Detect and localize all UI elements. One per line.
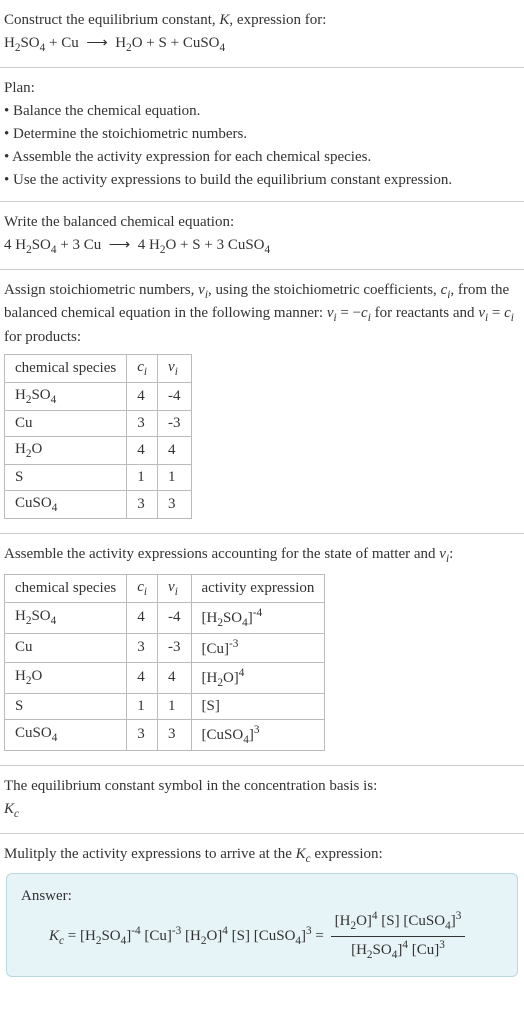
col-header: chemical species <box>5 574 127 602</box>
table-row: CuSO433[CuSO4]3 <box>5 719 325 750</box>
cell: Cu <box>5 411 127 437</box>
symbol-section: The equilibrium constant symbol in the c… <box>0 766 524 834</box>
symbol-line1: The equilibrium constant symbol in the c… <box>4 776 520 797</box>
cell: H2SO4 <box>5 383 127 411</box>
table-row: H2O44 <box>5 437 192 465</box>
table-row: Cu3-3[Cu]-3 <box>5 633 325 662</box>
cell: 4 <box>127 437 158 465</box>
balanced-title: Write the balanced chemical equation: <box>4 212 520 233</box>
col-header: activity expression <box>191 574 325 602</box>
table-row: CuSO433 <box>5 491 192 519</box>
cell: -4 <box>158 383 192 411</box>
cell: -3 <box>158 411 192 437</box>
answer-expression: Kc = [H2SO4]-4 [Cu]-3 [H2O]4 [S] [CuSO4]… <box>49 909 503 964</box>
cell: 1 <box>127 465 158 491</box>
table-row: S11[S] <box>5 693 325 719</box>
cell: -3 <box>158 633 192 662</box>
balanced-equation: 4 H2SO4 + 3 Cu ⟶ 4 H2O + S + 3 CuSO4 <box>4 235 520 259</box>
plan-item: • Balance the chemical equation. <box>4 101 520 122</box>
cell: S <box>5 465 127 491</box>
table-row: H2SO44-4 <box>5 383 192 411</box>
col-header: νi <box>158 574 192 602</box>
plan-item: • Determine the stoichiometric numbers. <box>4 124 520 145</box>
symbol-line2: Kc <box>4 799 520 823</box>
cell: 3 <box>127 633 158 662</box>
cell: CuSO4 <box>5 719 127 750</box>
activity-section: Assemble the activity expressions accoun… <box>0 534 524 766</box>
stoich-table: chemical species ci νi H2SO44-4 Cu3-3 H2… <box>4 354 192 519</box>
multiply-section: Mulitply the activity expressions to arr… <box>0 834 524 991</box>
table-row: H2SO44-4[H2SO4]-4 <box>5 602 325 633</box>
plan-item: • Use the activity expressions to build … <box>4 170 520 191</box>
table-header-row: chemical species ci νi <box>5 355 192 383</box>
header-section: Construct the equilibrium constant, K, e… <box>0 0 524 68</box>
col-header: νi <box>158 355 192 383</box>
col-header: chemical species <box>5 355 127 383</box>
activity-table: chemical species ci νi activity expressi… <box>4 574 325 751</box>
cell: 3 <box>158 491 192 519</box>
col-header: ci <box>127 574 158 602</box>
cell: 4 <box>158 437 192 465</box>
cell: 3 <box>127 491 158 519</box>
header-line1: Construct the equilibrium constant, K, e… <box>4 10 520 31</box>
cell: 3 <box>158 719 192 750</box>
answer-lhs: Kc = [H2SO4]-4 [Cu]-3 [H2O]4 [S] [CuSO4]… <box>49 928 328 944</box>
answer-box: Answer: Kc = [H2SO4]-4 [Cu]-3 [H2O]4 [S]… <box>6 873 518 977</box>
cell: Cu <box>5 633 127 662</box>
cell: [Cu]-3 <box>191 633 325 662</box>
cell: 1 <box>158 693 192 719</box>
cell: H2O <box>5 662 127 693</box>
col-header: ci <box>127 355 158 383</box>
frac-denominator: [H2SO4]4 [Cu]3 <box>331 937 466 964</box>
cell: 3 <box>127 719 158 750</box>
balanced-section: Write the balanced chemical equation: 4 … <box>0 202 524 270</box>
cell: CuSO4 <box>5 491 127 519</box>
cell: 3 <box>127 411 158 437</box>
table-header-row: chemical species ci νi activity expressi… <box>5 574 325 602</box>
cell: [H2O]4 <box>191 662 325 693</box>
cell: H2SO4 <box>5 602 127 633</box>
cell: H2O <box>5 437 127 465</box>
header-equation: H2SO4 + Cu ⟶ H2O + S + CuSO4 <box>4 33 520 57</box>
cell: 4 <box>158 662 192 693</box>
cell: [H2SO4]-4 <box>191 602 325 633</box>
multiply-text: Mulitply the activity expressions to arr… <box>4 844 520 868</box>
activity-intro: Assemble the activity expressions accoun… <box>4 544 520 568</box>
cell: 4 <box>127 662 158 693</box>
cell: [CuSO4]3 <box>191 719 325 750</box>
cell: -4 <box>158 602 192 633</box>
table-row: Cu3-3 <box>5 411 192 437</box>
stoich-section: Assign stoichiometric numbers, νi, using… <box>0 270 524 535</box>
plan-section: Plan: • Balance the chemical equation. •… <box>0 68 524 202</box>
cell: 1 <box>127 693 158 719</box>
table-row: S11 <box>5 465 192 491</box>
cell: 1 <box>158 465 192 491</box>
cell: [S] <box>191 693 325 719</box>
stoich-intro: Assign stoichiometric numbers, νi, using… <box>4 280 520 349</box>
table-row: H2O44[H2O]4 <box>5 662 325 693</box>
cell: S <box>5 693 127 719</box>
plan-item: • Assemble the activity expression for e… <box>4 147 520 168</box>
plan-title: Plan: <box>4 78 520 99</box>
cell: 4 <box>127 602 158 633</box>
answer-fraction: [H2O]4 [S] [CuSO4]3[H2SO4]4 [Cu]3 <box>331 909 466 964</box>
answer-label: Answer: <box>21 886 503 907</box>
cell: 4 <box>127 383 158 411</box>
frac-numerator: [H2O]4 [S] [CuSO4]3 <box>331 909 466 937</box>
